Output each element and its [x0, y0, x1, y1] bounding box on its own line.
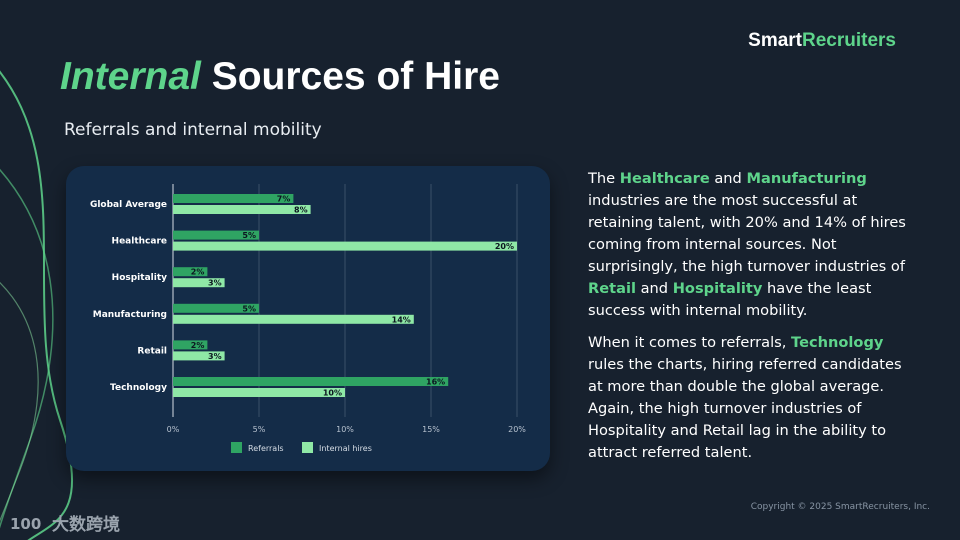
x-tick-label: 20%	[508, 425, 526, 434]
highlight-text: Technology	[791, 334, 884, 351]
page-subtitle: Referrals and internal mobility	[64, 120, 322, 140]
x-tick-label: 0%	[167, 425, 180, 434]
y-category-label: Healthcare	[112, 237, 167, 247]
watermark-logo-icon: 100	[10, 515, 41, 533]
y-category-label: Manufacturing	[93, 310, 167, 320]
bar-referrals	[173, 194, 294, 203]
highlight-text: Hospitality	[672, 280, 763, 297]
highlight-text: Manufacturing	[746, 170, 867, 187]
body-text-segment: and	[635, 280, 673, 297]
bar-internal-hires	[173, 314, 414, 324]
data-label: 16%	[426, 378, 445, 387]
y-category-label: Retail	[137, 346, 167, 356]
body-text-segment: The	[588, 170, 620, 187]
bar-referrals	[173, 340, 208, 350]
brand-logo-part1: Smart	[748, 30, 802, 51]
body-text-segment: and	[709, 170, 747, 187]
data-label: 2%	[191, 341, 205, 350]
watermark: 100 大数跨境	[8, 510, 120, 536]
data-label: 3%	[208, 352, 222, 361]
data-label: 3%	[208, 279, 222, 288]
page-title-accent: Internal	[60, 55, 201, 98]
bar-internal-hires	[173, 241, 517, 251]
body-text-segment: have the least success with internal mob…	[588, 280, 872, 319]
x-tick-label: 10%	[336, 425, 354, 434]
body-paragraph-2: When it comes to referrals, Technology r…	[588, 332, 908, 464]
y-category-label: Technology	[110, 383, 167, 393]
highlight-text: Retail	[588, 280, 636, 297]
highlight-text: Healthcare	[619, 170, 710, 187]
data-label: 8%	[294, 206, 308, 215]
watermark-text: 大数跨境	[52, 515, 120, 535]
data-label: 5%	[242, 231, 256, 240]
bar-internal-hires	[173, 351, 225, 361]
page-title: Internal Sources of Hire	[60, 52, 500, 102]
bar-internal-hires	[173, 205, 311, 214]
brand-logo: SmartRecruiters	[748, 30, 896, 52]
legend-swatch	[231, 442, 242, 453]
bar-internal-hires	[173, 388, 345, 397]
data-label: 2%	[191, 268, 205, 277]
y-category-label: Hospitality	[112, 273, 167, 283]
body-paragraph-1: The Healthcare and Manufacturing industr…	[588, 168, 908, 322]
legend-swatch	[302, 442, 313, 453]
body-text: The Healthcare and Manufacturing industr…	[588, 168, 908, 474]
bar-referrals	[173, 230, 259, 240]
bar-chart: 0% 5% 10% 15% 20% Global Average 7%8% Healthcar…	[90, 184, 526, 453]
brand-logo-part2: Recruiters	[802, 30, 896, 51]
data-label: 14%	[392, 315, 411, 324]
body-text-segment: When it comes to referrals,	[588, 334, 792, 351]
body-text-segment: rules the charts, hiring referred candid…	[588, 356, 902, 461]
watermark-logo-text: 100	[10, 515, 41, 533]
x-tick-label: 15%	[422, 425, 440, 434]
body-text-segment: industries are the most successful at re…	[588, 192, 906, 275]
bar-referrals	[173, 377, 449, 386]
data-label: 7%	[277, 195, 291, 204]
bar-referrals	[173, 267, 208, 277]
bar-internal-hires	[173, 278, 225, 288]
x-tick-label: 5%	[253, 425, 266, 434]
data-label: 20%	[495, 242, 514, 251]
y-category-label: Global Average	[90, 200, 167, 210]
data-label: 5%	[242, 304, 256, 313]
legend-label: Referrals	[248, 444, 284, 453]
bar-referrals	[173, 303, 259, 313]
page-title-rest: Sources of Hire	[211, 55, 500, 98]
data-label: 10%	[323, 389, 342, 398]
copyright: Copyright © 2025 SmartRecruiters, Inc.	[750, 502, 930, 512]
legend-label: Internal hires	[319, 444, 372, 453]
chart-card: 0% 5% 10% 15% 20% Global Average 7% 8% Healthcar…	[66, 166, 550, 471]
